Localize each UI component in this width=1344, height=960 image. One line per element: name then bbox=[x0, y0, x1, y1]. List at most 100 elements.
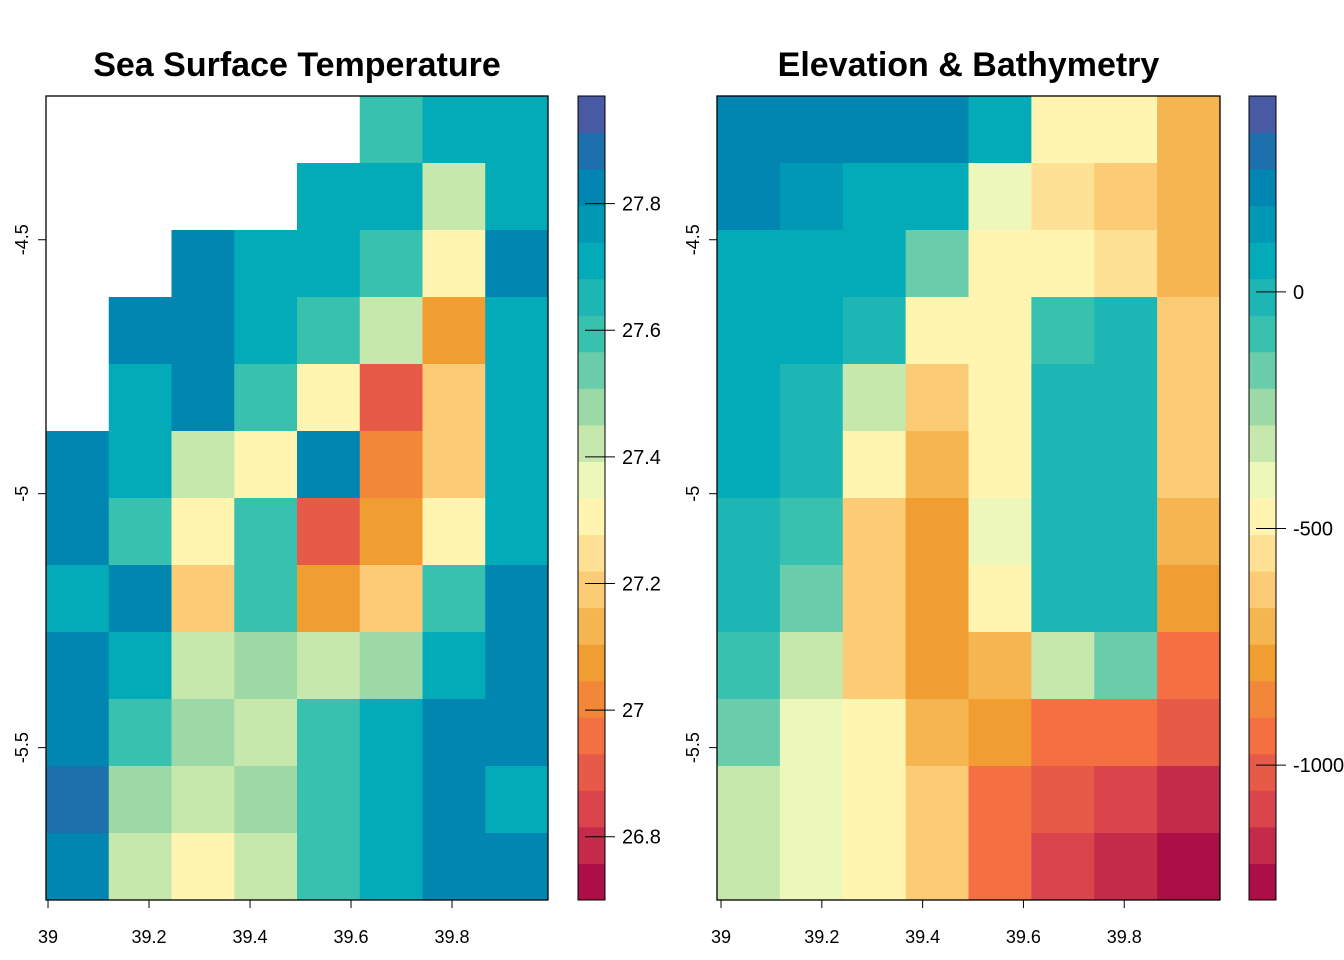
raster-cell bbox=[842, 565, 907, 633]
raster-cell bbox=[485, 699, 549, 767]
colorbar-frame bbox=[1248, 95, 1277, 901]
raster-cell bbox=[1031, 96, 1095, 164]
raster-cell bbox=[485, 498, 549, 566]
colorbar-step bbox=[578, 753, 605, 791]
raster-cell bbox=[297, 498, 361, 566]
x-tick-label: 39.2 bbox=[804, 927, 839, 947]
raster-cell bbox=[968, 833, 1032, 901]
x-tick-label: 39.4 bbox=[905, 927, 940, 947]
raster-cell bbox=[1157, 833, 1221, 901]
raster-cell bbox=[108, 699, 172, 767]
colorbar-step bbox=[578, 498, 605, 536]
raster-cell bbox=[234, 230, 298, 298]
colorbar-step bbox=[578, 790, 605, 828]
colorbar-step bbox=[578, 424, 605, 462]
raster-cell bbox=[1094, 632, 1158, 700]
raster-cell bbox=[842, 766, 907, 834]
raster-cell bbox=[905, 163, 969, 231]
raster-cell bbox=[108, 632, 172, 700]
colorbar-step bbox=[1249, 132, 1276, 170]
raster-cell bbox=[905, 833, 969, 901]
raster-cell bbox=[717, 431, 781, 499]
colorbar-step bbox=[578, 169, 605, 207]
colorbar-step bbox=[1249, 790, 1276, 828]
raster-cell bbox=[171, 766, 235, 834]
raster-cell bbox=[422, 364, 486, 432]
x-tick-label: 39.8 bbox=[435, 927, 470, 947]
raster-cell bbox=[234, 766, 298, 834]
raster-cell bbox=[1031, 766, 1095, 834]
raster-cell bbox=[422, 498, 486, 566]
raster-cell bbox=[234, 297, 298, 365]
raster-cell bbox=[485, 833, 549, 901]
raster-cell bbox=[234, 833, 298, 901]
x-tick-label: 39.8 bbox=[1107, 927, 1142, 947]
raster-cell bbox=[779, 632, 844, 700]
colorbar-step bbox=[1249, 205, 1276, 243]
raster-cell bbox=[1031, 699, 1095, 767]
x-tick-label: 39 bbox=[38, 927, 58, 947]
colorbar-step bbox=[578, 278, 605, 316]
raster-cell bbox=[422, 565, 486, 633]
colorbar-tick-label: -500 bbox=[1293, 519, 1333, 541]
raster-cell bbox=[1094, 96, 1158, 164]
colorbar-step bbox=[578, 388, 605, 426]
colorbar-tick-label: 27.2 bbox=[622, 573, 661, 595]
raster-cell bbox=[297, 699, 361, 767]
x-tick-label: 39.6 bbox=[1006, 927, 1041, 947]
raster-cell bbox=[422, 163, 486, 231]
raster-cell bbox=[234, 699, 298, 767]
colorbar-step bbox=[1249, 278, 1276, 316]
raster-cell bbox=[717, 498, 781, 566]
raster-cell bbox=[717, 565, 781, 633]
x-tick-label: 39.2 bbox=[132, 927, 167, 947]
raster-cell bbox=[234, 632, 298, 700]
raster-cell bbox=[905, 96, 969, 164]
raster-cell bbox=[297, 364, 361, 432]
raster-cell bbox=[905, 230, 969, 298]
raster-cell bbox=[171, 565, 235, 633]
raster-cell bbox=[108, 565, 172, 633]
x-tick-label: 39.6 bbox=[334, 927, 369, 947]
raster-cell bbox=[46, 431, 110, 499]
raster-cell bbox=[359, 297, 423, 365]
raster-cell bbox=[46, 766, 110, 834]
raster-cell bbox=[905, 431, 969, 499]
raster-cell bbox=[968, 699, 1032, 767]
raster-cell bbox=[968, 565, 1032, 633]
raster-cell bbox=[717, 163, 781, 231]
raster-cell bbox=[297, 565, 361, 633]
colorbar-step bbox=[578, 607, 605, 645]
raster-cell bbox=[108, 297, 172, 365]
raster-cell bbox=[297, 297, 361, 365]
raster-cell bbox=[1157, 96, 1221, 164]
raster-cell bbox=[359, 699, 423, 767]
raster-cell bbox=[1094, 163, 1158, 231]
raster-cell bbox=[842, 833, 907, 901]
raster-cell bbox=[968, 364, 1032, 432]
raster-cell bbox=[968, 498, 1032, 566]
raster-cell bbox=[422, 96, 486, 164]
colorbar-step bbox=[1249, 826, 1276, 864]
raster-cell bbox=[422, 230, 486, 298]
raster-cell bbox=[842, 431, 907, 499]
colorbar-tick-label: 27.4 bbox=[622, 447, 661, 469]
raster-cell bbox=[46, 632, 110, 700]
raster-cell bbox=[171, 431, 235, 499]
colorbar-step bbox=[578, 717, 605, 755]
raster-cell bbox=[842, 163, 907, 231]
y-tick-label: -5.5 bbox=[12, 732, 32, 763]
raster-cell bbox=[171, 230, 235, 298]
raster-cell bbox=[842, 96, 907, 164]
raster-cell bbox=[1157, 632, 1221, 700]
colorbar-step bbox=[1249, 461, 1276, 499]
colorbar-step bbox=[578, 315, 605, 353]
raster-cell bbox=[1031, 364, 1095, 432]
raster-cell bbox=[1031, 833, 1095, 901]
colorbar-step bbox=[578, 132, 605, 170]
colorbar-step bbox=[578, 826, 605, 864]
colorbar-step bbox=[1249, 644, 1276, 682]
colorbar-step bbox=[578, 205, 605, 243]
raster-cell bbox=[234, 364, 298, 432]
plot-frame bbox=[45, 95, 549, 901]
